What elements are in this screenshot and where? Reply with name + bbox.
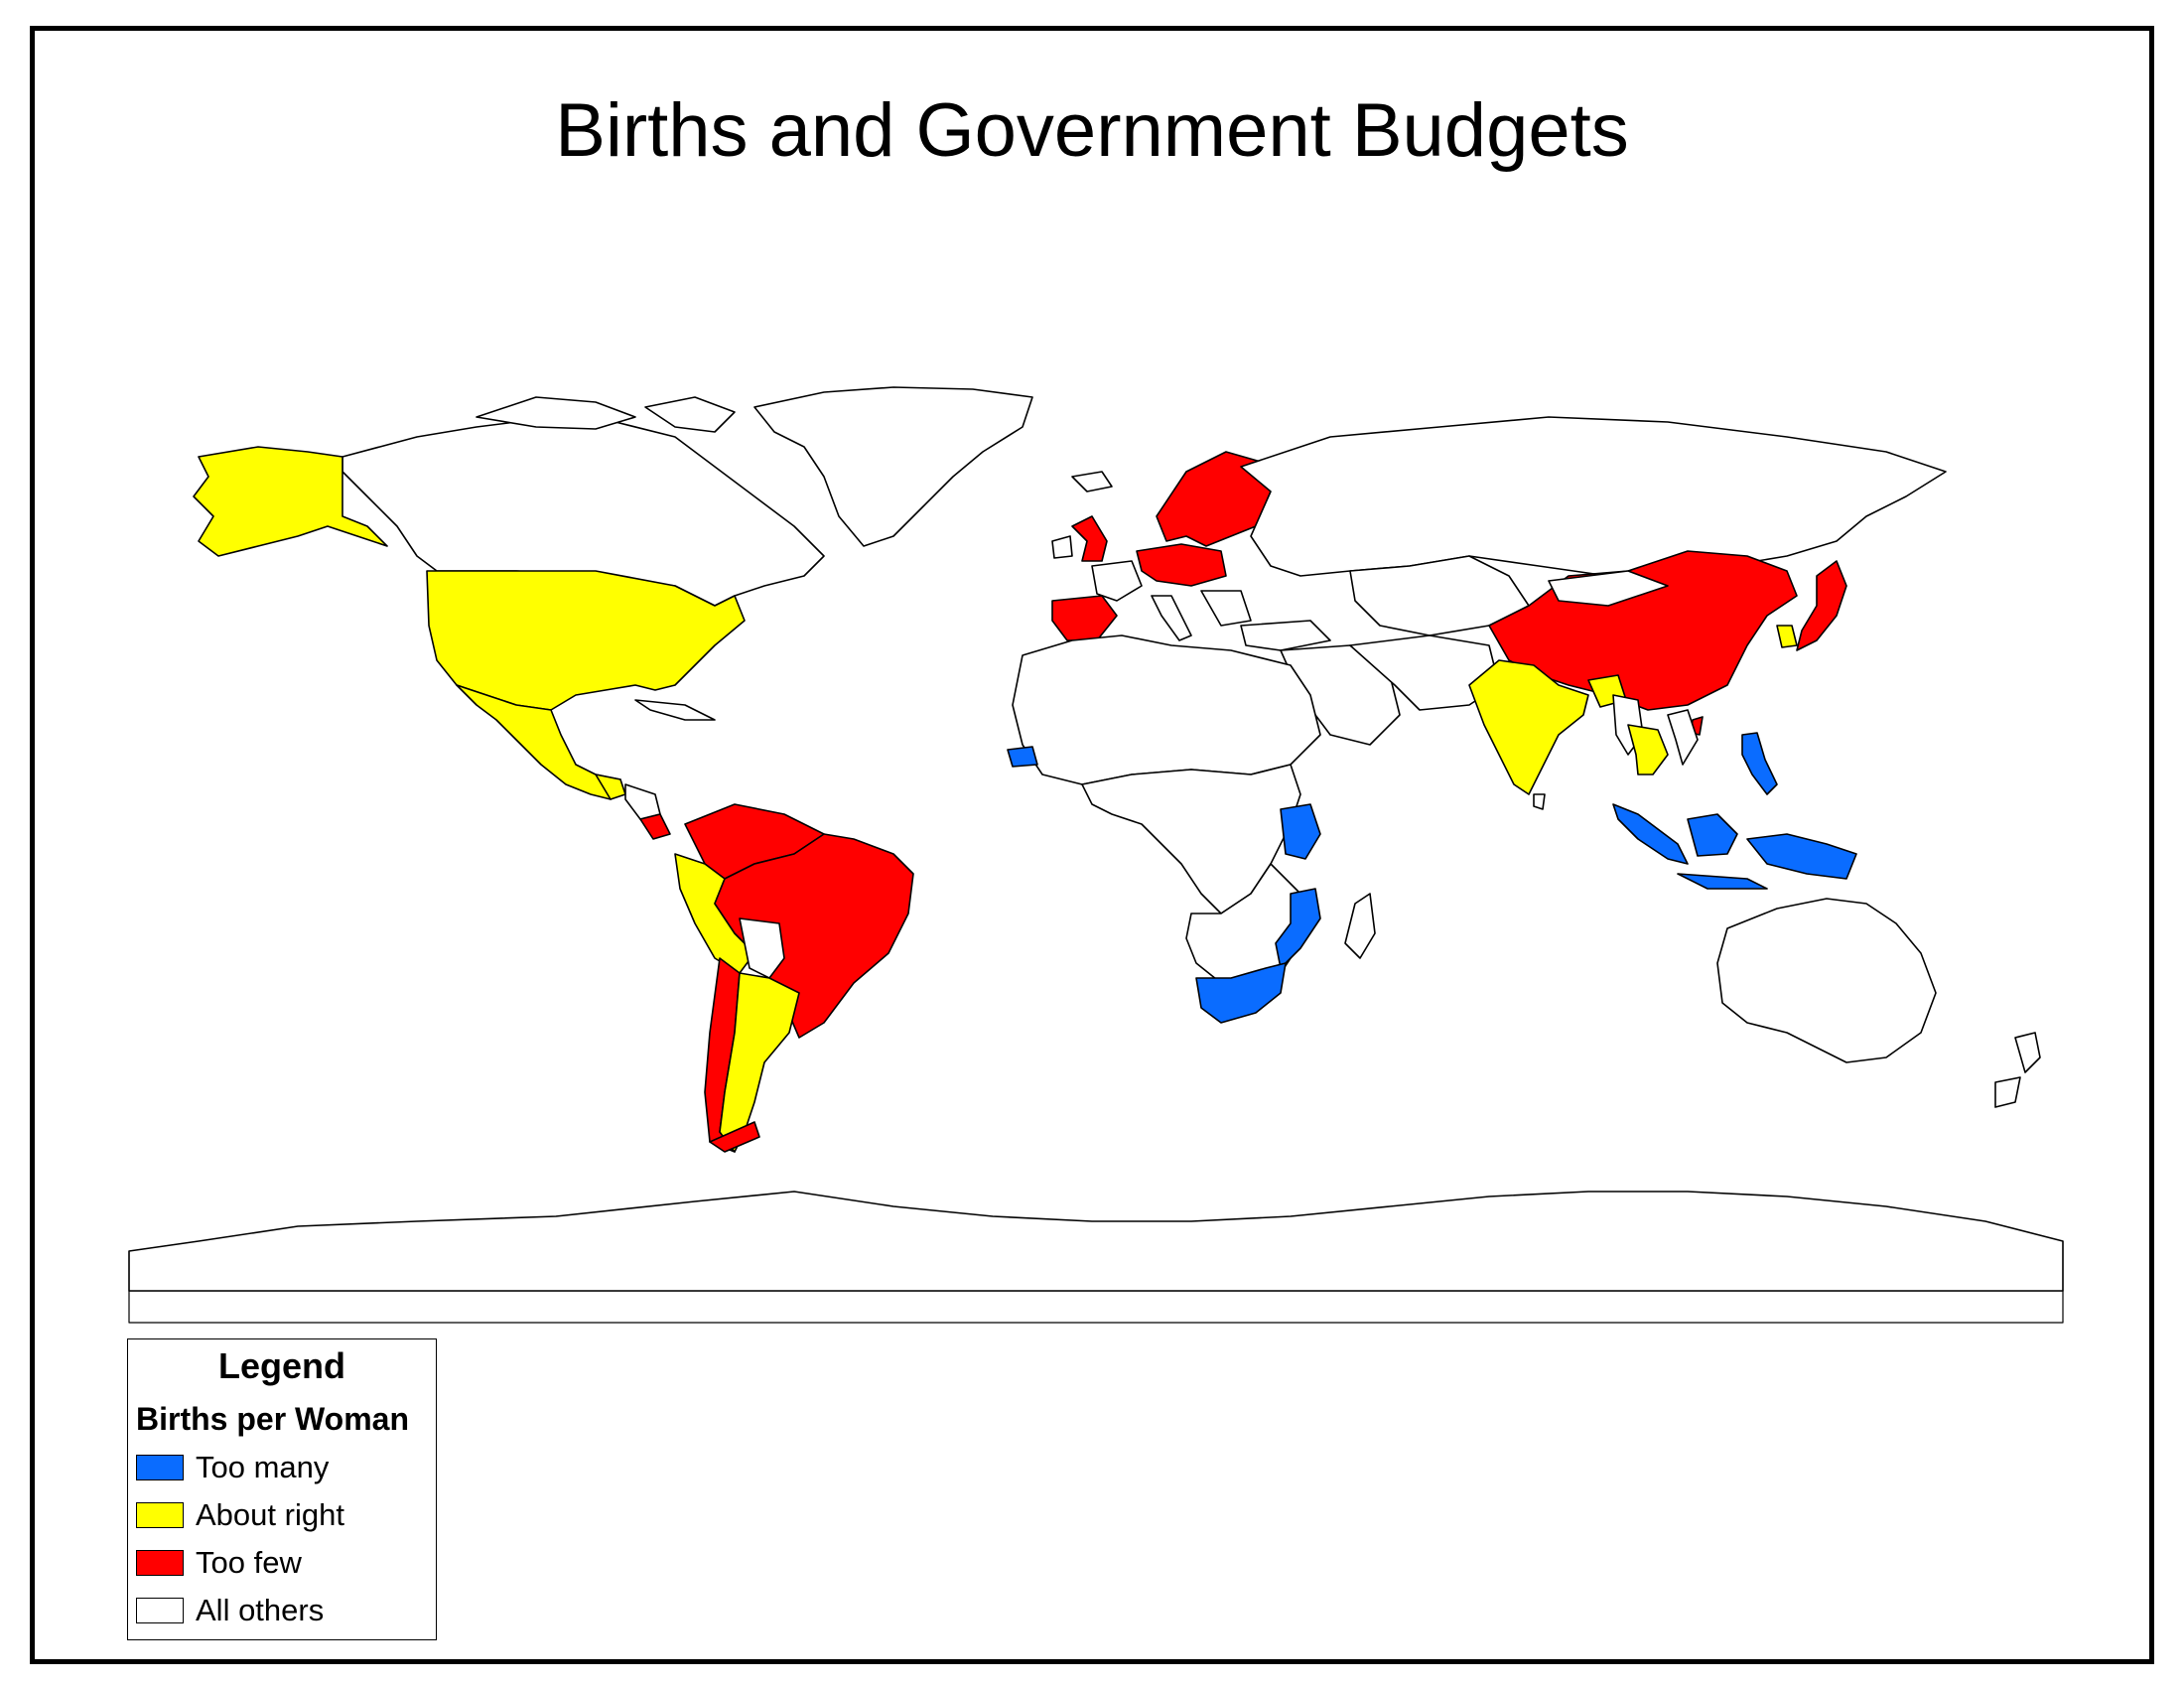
turkey xyxy=(1240,620,1331,651)
legend: Legend Births per Woman Too many About r… xyxy=(127,1338,437,1640)
france xyxy=(1091,560,1143,602)
sri-lanka xyxy=(1533,793,1546,810)
vietnam xyxy=(1667,709,1699,766)
legend-subtitle: Births per Woman xyxy=(136,1401,409,1437)
legend-swatch-all-others xyxy=(136,1598,184,1623)
russia xyxy=(1240,416,1947,577)
thailand xyxy=(1627,724,1669,775)
map-title: Births and Government Budgets xyxy=(555,88,1629,173)
philippines xyxy=(1741,732,1778,795)
kenya xyxy=(1280,803,1321,860)
legend-title: Legend xyxy=(217,1345,345,1386)
indonesia-borneo xyxy=(1687,813,1738,857)
indonesia-java xyxy=(1677,873,1768,890)
mozambique xyxy=(1275,888,1321,969)
legend-swatch-about-right xyxy=(136,1502,184,1528)
alaska xyxy=(193,446,388,557)
cuba xyxy=(634,699,716,721)
new-zealand-south xyxy=(1994,1076,2021,1108)
legend-item-too-many: Too many xyxy=(136,1444,436,1491)
costa-rica xyxy=(639,813,671,840)
ireland xyxy=(1051,535,1073,559)
antarctica-strip xyxy=(128,1290,2064,1324)
legend-label: Too few xyxy=(196,1545,302,1580)
new-zealand xyxy=(2014,1032,2041,1073)
legend-item-all-others: All others xyxy=(136,1587,436,1634)
italy xyxy=(1151,595,1192,641)
legend-label: All others xyxy=(196,1593,325,1627)
iceland xyxy=(1071,471,1113,492)
india xyxy=(1468,659,1589,795)
north-africa xyxy=(1012,634,1321,785)
argentina xyxy=(719,972,800,1153)
legend-label: Too many xyxy=(196,1450,330,1484)
indonesia-sumatra xyxy=(1612,803,1689,865)
antarctica xyxy=(128,1191,2064,1292)
legend-label: About right xyxy=(196,1497,344,1532)
legend-swatch-too-few xyxy=(136,1550,184,1576)
indonesia-east xyxy=(1746,833,1857,880)
legend-item-too-few: Too few xyxy=(136,1539,436,1587)
madagascar xyxy=(1344,893,1376,959)
south-korea xyxy=(1776,625,1798,648)
tierra-del-fuego xyxy=(709,1121,760,1153)
mongolia xyxy=(1548,570,1669,607)
greenland xyxy=(753,386,1033,547)
spain xyxy=(1051,595,1118,641)
arctic-islands xyxy=(476,396,636,430)
central-europe xyxy=(1136,543,1227,587)
central-america xyxy=(624,783,661,820)
senegal xyxy=(1007,746,1038,768)
australia xyxy=(1716,898,1937,1063)
arctic-islands-2 xyxy=(644,396,736,433)
united-kingdom xyxy=(1071,515,1108,562)
south-africa xyxy=(1195,962,1287,1024)
legend-item-about-right: About right xyxy=(136,1491,436,1539)
balkans xyxy=(1200,590,1252,627)
legend-swatch-too-many xyxy=(136,1455,184,1480)
japan xyxy=(1796,560,1847,651)
bolivia xyxy=(739,917,785,979)
